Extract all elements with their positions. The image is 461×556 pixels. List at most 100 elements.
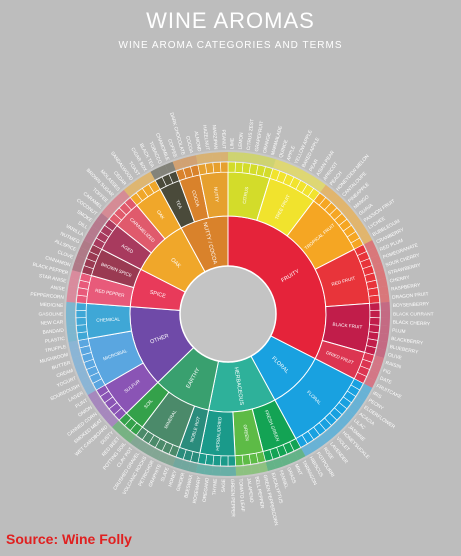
term-stripe <box>130 180 142 193</box>
term-tick <box>234 161 244 174</box>
term-stripe <box>352 219 365 231</box>
term-stripe <box>250 153 261 165</box>
term-tick <box>205 162 215 174</box>
term-label: DILL <box>77 220 89 231</box>
term-label: OREGANO <box>202 477 211 502</box>
term-label: BANDAID <box>42 328 64 336</box>
term-label: GASOLINE <box>38 311 63 317</box>
term-stripe <box>188 462 198 473</box>
term-tick <box>227 455 236 467</box>
term-stripe <box>342 206 355 219</box>
term-stripe <box>80 240 92 252</box>
term-stripe <box>294 168 306 180</box>
term-stripe <box>380 309 391 319</box>
term-stripe <box>337 415 350 428</box>
page-title: WINE AROMAS <box>146 8 315 33</box>
term-stripe <box>273 457 284 469</box>
term-stripe <box>143 444 155 457</box>
term-label: SLATE <box>160 467 171 483</box>
term-stripe <box>123 431 136 444</box>
subcategory-label: TEA <box>175 199 184 210</box>
term-label: MEDICINE <box>40 302 64 309</box>
term-stripe <box>150 448 162 460</box>
term-tick <box>369 317 381 326</box>
term-label: TRUFFLE <box>45 344 67 354</box>
term-stripe <box>66 317 76 327</box>
term-stripe <box>360 383 373 395</box>
term-stripe <box>180 460 191 471</box>
term-stripe <box>294 448 306 460</box>
term-label: FENNEL <box>277 470 289 490</box>
term-stripe <box>326 426 339 439</box>
term-stripe <box>307 440 320 453</box>
term-stripe <box>211 466 221 476</box>
term-tick <box>369 302 381 311</box>
term-stripe <box>74 254 86 266</box>
term-stripe <box>273 159 284 171</box>
subcategory-label: RED FRUIT <box>331 275 356 287</box>
term-label: PEANUT <box>220 130 226 150</box>
term-stripe <box>96 212 109 225</box>
term-stripe <box>380 317 390 327</box>
term-label: QUINCE <box>278 139 290 159</box>
term-label: HAZELNUT <box>201 125 210 151</box>
term-stripe <box>235 152 245 162</box>
subcategory-label: COCOA <box>191 190 201 208</box>
term-stripe <box>157 164 169 177</box>
term-stripe <box>72 262 83 273</box>
term-label: PEAR <box>308 158 320 173</box>
term-stripe <box>106 415 119 428</box>
term-stripe <box>67 333 78 343</box>
term-label: MINT <box>293 463 303 476</box>
term-stripe <box>117 189 130 202</box>
term-stripe <box>211 152 221 162</box>
term-tick <box>234 454 244 467</box>
term-stripe <box>287 451 299 464</box>
term-stripe <box>66 325 77 335</box>
term-stripe <box>301 171 313 184</box>
term-label: DRAGON FRUIT <box>392 291 429 301</box>
term-stripe <box>301 444 313 457</box>
term-stripe <box>195 153 206 165</box>
term-tick <box>212 454 222 467</box>
term-stripe <box>356 226 369 238</box>
term-stripe <box>243 465 253 476</box>
term-tick <box>75 317 87 326</box>
term-label: NEW CAR <box>40 319 63 326</box>
term-label: STAR ANISE <box>38 273 67 284</box>
term-stripe <box>123 184 136 197</box>
term-stripe <box>219 466 228 476</box>
term-stripe <box>370 362 382 374</box>
term-stripe <box>258 462 268 473</box>
term-stripe <box>228 152 237 162</box>
subcategory-label: GREEN <box>242 424 249 441</box>
term-tick <box>212 161 222 174</box>
term-stripe <box>66 301 76 311</box>
term-label: CLOVE <box>57 249 74 260</box>
term-label: GRASS <box>285 467 297 485</box>
subcategory-label: OAK <box>156 209 166 221</box>
term-stripe <box>180 157 191 168</box>
term-stripe <box>320 431 333 444</box>
term-label: CREAM <box>56 368 74 380</box>
term-label: COCOA <box>184 135 194 154</box>
term-stripe <box>377 340 388 351</box>
subcategory-label: AGED <box>121 243 135 255</box>
term-label: ORANGE <box>262 132 272 154</box>
term-stripe <box>352 397 365 409</box>
term-stripe <box>143 171 155 184</box>
term-tick <box>220 455 229 467</box>
subcategory-label: BLACK FRUIT <box>332 322 362 330</box>
term-label: PEPPERCORN <box>30 292 65 301</box>
term-label: SAGE <box>221 479 227 492</box>
term-stripe <box>347 212 360 225</box>
term-stripe <box>367 247 379 259</box>
term-stripe <box>265 460 276 471</box>
term-stripe <box>235 466 245 476</box>
term-stripe <box>356 390 369 402</box>
term-stripe <box>101 409 114 422</box>
term-stripe <box>314 435 326 448</box>
term-tick <box>75 309 87 319</box>
term-label: BOYSENBERRY <box>393 301 430 309</box>
term-stripe <box>112 420 124 433</box>
